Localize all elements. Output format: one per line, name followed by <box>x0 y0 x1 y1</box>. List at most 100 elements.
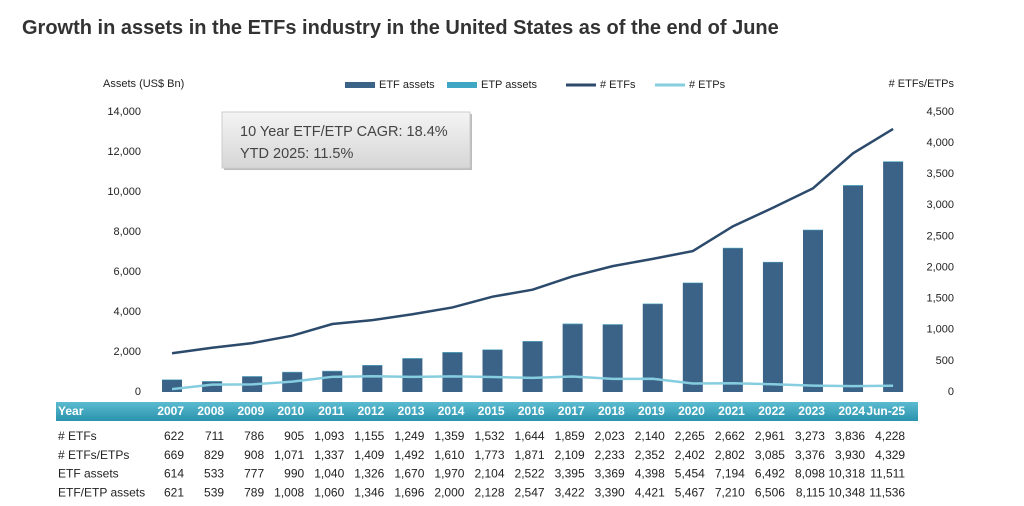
table-cell: 1,326 <box>354 467 384 481</box>
table-cell: 3,085 <box>755 448 785 462</box>
bar <box>642 303 663 305</box>
bar <box>562 323 583 325</box>
y-tick-label: 0 <box>135 386 141 398</box>
legend-swatch <box>447 82 477 88</box>
table-row-label: ETF/ETP assets <box>58 485 145 499</box>
chart-title: Growth in assets in the ETFs industry in… <box>22 17 779 39</box>
table-cell: 614 <box>164 467 184 481</box>
line <box>171 374 894 391</box>
bar <box>322 370 343 372</box>
table-cell: 4,398 <box>635 467 665 481</box>
table-cell: 2,140 <box>635 429 665 443</box>
table-cell: 711 <box>205 429 224 443</box>
table-cell: 11,536 <box>869 485 905 499</box>
annotation: YTD 2025: 11.5% <box>240 146 353 162</box>
table-cell: 5,467 <box>675 485 705 499</box>
legend-label: # ETPs <box>689 79 726 91</box>
y-tick-label: 8,000 <box>113 226 141 238</box>
y-tick-label: 10,000 <box>107 186 141 198</box>
legend-label: # ETFs <box>600 79 636 91</box>
table-year: 2019 <box>638 404 665 418</box>
table-cell: 2,662 <box>715 429 745 443</box>
bar <box>282 371 303 373</box>
y2-tick-label: 2,500 <box>926 230 954 242</box>
bar <box>482 349 503 392</box>
table-cell: 905 <box>284 429 304 443</box>
table-cell: 2,961 <box>755 429 785 443</box>
y2-tick-label: 4,000 <box>926 137 954 149</box>
table-cell: 3,422 <box>555 485 585 499</box>
bar <box>322 371 343 392</box>
table-cell: 1,337 <box>314 448 344 462</box>
table-cell: 3,369 <box>595 467 625 481</box>
y2-tick-label: 2,000 <box>926 261 954 273</box>
table-cell: 1,871 <box>515 448 545 462</box>
table-cell: 2,802 <box>715 448 745 462</box>
table-cell: 7,194 <box>715 467 745 481</box>
table-cell: 1,409 <box>354 448 384 462</box>
table-cell: 2,023 <box>595 429 625 443</box>
table-cell: 7,210 <box>715 485 745 499</box>
y-tick-label: 4,000 <box>113 306 141 318</box>
y2-tick-label: 1,500 <box>926 293 954 305</box>
bar <box>162 379 183 381</box>
y2-tick-label: 1,000 <box>926 324 954 336</box>
bar <box>362 365 383 366</box>
table-cell: 4,228 <box>875 429 905 443</box>
table-cell: 990 <box>284 467 304 481</box>
bar <box>762 261 783 263</box>
table-cell: 2,128 <box>474 485 504 499</box>
y-tick-label: 14,000 <box>107 106 141 118</box>
y-tick-label: 2,000 <box>113 346 141 358</box>
table-row-label: ETF assets <box>58 467 119 481</box>
table-cell: 1,040 <box>314 467 344 481</box>
table-cell: 1,008 <box>274 485 304 499</box>
table-cell: 1,359 <box>434 429 464 443</box>
bar <box>522 341 543 392</box>
table-cell: 789 <box>244 485 264 499</box>
bar <box>402 358 423 392</box>
table-cell: 621 <box>164 485 184 499</box>
y-axis-label: Assets (US$ Bn) <box>103 78 184 90</box>
bar <box>843 185 864 392</box>
annotation: 10 Year ETF/ETP CAGR: 18.4% <box>240 124 448 140</box>
bar <box>802 229 823 231</box>
table-cell: 2,000 <box>434 485 464 499</box>
annotation-box <box>221 111 471 169</box>
bar <box>682 282 703 284</box>
table-year: 2020 <box>678 404 705 418</box>
bar <box>682 282 703 392</box>
bar <box>642 304 663 392</box>
table-cell: 10,348 <box>828 485 865 499</box>
bar <box>482 349 503 350</box>
table-cell: 1,859 <box>555 429 585 443</box>
table-cell: 5,454 <box>675 467 705 481</box>
legend-label: ETP assets <box>481 79 538 91</box>
table-cell: 1,670 <box>394 467 424 481</box>
table-cell: 1,696 <box>394 485 424 499</box>
y2-tick-label: 4,500 <box>926 106 954 118</box>
y2-tick-label: 500 <box>936 355 954 367</box>
table-header: Year <box>58 404 84 418</box>
table-year: 2013 <box>398 404 425 418</box>
table-year: 2015 <box>478 404 505 418</box>
table-cell: 3,273 <box>795 429 825 443</box>
table-cell: 2,233 <box>595 448 625 462</box>
line <box>171 127 894 355</box>
bar <box>722 247 743 249</box>
table-cell: 2,104 <box>474 467 504 481</box>
table-cell: 4,329 <box>875 448 905 462</box>
bar <box>362 365 383 392</box>
table-year: 2007 <box>157 404 184 418</box>
bar <box>883 161 904 162</box>
table-cell: 1,060 <box>314 485 344 499</box>
table-cell: 2,109 <box>555 448 585 462</box>
table-cell: 1,492 <box>394 448 424 462</box>
table-cell: 1,610 <box>434 448 464 462</box>
legend-swatch <box>345 82 375 88</box>
table-year: 2014 <box>438 404 465 418</box>
bar <box>883 161 904 392</box>
table-cell: 1,155 <box>354 429 384 443</box>
table-cell: 622 <box>164 429 184 443</box>
table-cell: 3,930 <box>835 448 865 462</box>
